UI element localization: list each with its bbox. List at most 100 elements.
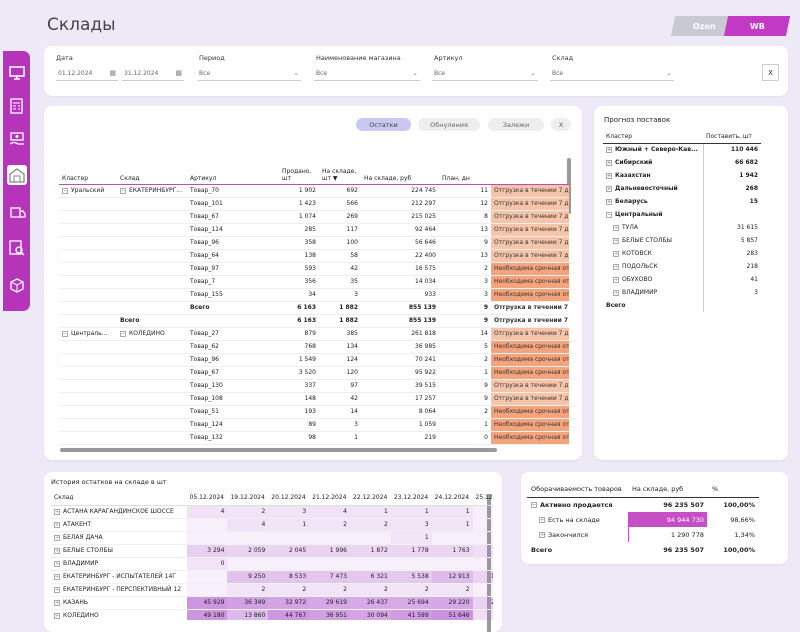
calculator-doc-icon[interactable] <box>7 96 27 116</box>
expand-icon[interactable]: + <box>613 237 619 244</box>
expand-icon[interactable]: + <box>613 289 619 296</box>
date-from-input[interactable]: 01.12.2024 ▦ <box>56 66 118 81</box>
col-article[interactable]: Артикул <box>187 157 279 185</box>
horizontal-scrollbar[interactable] <box>60 448 497 452</box>
money-hand-icon[interactable] <box>7 129 27 149</box>
shipping-box-icon[interactable] <box>7 203 27 223</box>
col-sold[interactable]: Продано, шт <box>279 157 319 185</box>
col-history-date[interactable]: 23.12.2024 <box>390 490 432 506</box>
table-row[interactable]: Товар_101 1 423 566 212 297 12 Отгрузка в теч… <box>59 197 569 211</box>
col-turnover-pct[interactable]: % <box>708 481 759 498</box>
table-row[interactable]: + АСТАНА КАРАГАНДИНСКОЕ ШОССЕ 4 2 3 4 1 1 1 <box>51 505 493 519</box>
table-row[interactable]: Товар_51 193 14 8 064 2 Необходима срочная от <box>59 405 569 419</box>
table-row[interactable]: + ЕКАТЕРИНБУРГ - ПЕРСПЕКТИВНЫЙ 12 2 2 2 2 2 2 <box>51 583 493 597</box>
col-history-date[interactable]: 25.12.202 <box>472 490 493 506</box>
table-row[interactable]: + Беларусь 15 <box>603 195 761 208</box>
col-history-date[interactable]: 20.12.2024 <box>268 490 310 506</box>
store-select[interactable]: Все ⌄ <box>314 66 420 81</box>
table-row[interactable]: + Сибирский 66 682 <box>603 156 761 169</box>
table-row[interactable]: Товар_96 1 549 124 70 241 2 Необходима срочна… <box>59 353 569 367</box>
table-row[interactable]: Всего 96 235 507 100,00% <box>527 542 759 557</box>
tab-stale[interactable]: Залежи <box>488 118 544 131</box>
expand-icon[interactable]: + <box>54 586 60 593</box>
expand-icon[interactable]: + <box>606 172 612 179</box>
collapse-icon[interactable]: − <box>606 211 612 218</box>
expand-icon[interactable]: + <box>54 599 60 606</box>
warehouse-select[interactable]: Все ⌄ <box>550 66 674 81</box>
table-row[interactable]: Товар_132 98 1 219 0 Необходима срочная от <box>59 431 569 445</box>
table-row[interactable]: + ОБУХОВО 41 <box>603 273 761 286</box>
table-row[interactable]: Всего 6 163 1 882 855 139 9 Отгрузка в течени… <box>59 314 569 328</box>
col-stock-qty[interactable]: На складе, шт ▼ <box>319 157 361 185</box>
expand-icon[interactable]: + <box>54 612 60 619</box>
table-row[interactable]: Товар_108 148 42 17 257 9 Отгрузка в течении … <box>59 392 569 406</box>
col-forecast-cluster[interactable]: Кластер <box>603 130 703 144</box>
table-row[interactable]: + Дальневосточный 268 <box>603 182 761 195</box>
col-history-date[interactable]: 22.12.2024 <box>349 490 391 506</box>
col-history-date[interactable]: 24.12.2024 <box>431 490 473 506</box>
col-history-date[interactable]: 19.12.2024 <box>227 490 269 506</box>
expand-icon[interactable]: + <box>539 531 545 538</box>
col-forecast-supply[interactable]: Поставить, шт <box>703 130 761 144</box>
expand-icon[interactable]: + <box>54 508 60 515</box>
table-row[interactable]: + Есть на складе 94 944 730 98,66% <box>527 512 759 527</box>
col-history-warehouse[interactable]: Склад <box>51 490 187 506</box>
clear-filters-button[interactable]: X <box>762 64 779 81</box>
table-row[interactable]: Товар_114 285 117 92 464 13 Отгрузка в течени… <box>59 223 569 237</box>
period-select[interactable]: Все ⌄ <box>197 66 301 81</box>
calendar-icon[interactable]: ▦ <box>175 69 182 77</box>
table-row[interactable]: Товар_124 89 3 1 059 1 Необходима срочная от <box>59 418 569 432</box>
article-select[interactable]: Все ⌄ <box>432 66 538 81</box>
expand-icon[interactable]: + <box>54 547 60 554</box>
table-row[interactable]: + Казахстан 1 942 <box>603 169 761 182</box>
col-history-date[interactable]: 05.12.2024 <box>186 490 228 506</box>
expand-icon[interactable]: + <box>606 185 612 192</box>
table-row[interactable]: + ВЛАДИМИР 0 <box>51 557 493 571</box>
col-history-date[interactable]: 21.12.2024 <box>309 490 350 506</box>
col-turnover-rub[interactable]: На складе, руб <box>628 481 708 498</box>
expand-icon[interactable]: + <box>54 560 60 567</box>
table-row[interactable]: + КОТОВСК 283 <box>603 247 761 260</box>
table-row[interactable]: + БЕЛЫЕ СТОЛБЫ 3 294 2 059 2 045 1 996 1 872 1 … <box>51 544 493 558</box>
collapse-icon[interactable]: − <box>120 187 126 194</box>
col-warehouse[interactable]: Склад <box>117 157 187 185</box>
table-row[interactable]: Всего <box>603 299 761 312</box>
table-row[interactable]: + ТУЛА 31 615 <box>603 221 761 234</box>
table-row[interactable]: + АТАКЕНТ 4 1 2 2 3 1 <box>51 518 493 532</box>
wb-button[interactable]: WB <box>723 16 791 36</box>
expand-icon[interactable]: + <box>54 521 60 528</box>
table-row[interactable]: − Активно продается 96 235 507 100,00% <box>527 497 759 512</box>
col-plan[interactable]: План, дн <box>439 157 491 185</box>
table-row[interactable]: Товар_155 34 3 933 3 Необходима срочная от <box>59 288 569 302</box>
table-row[interactable]: Товар_130 337 97 39 515 9 Отгрузка в течении … <box>59 379 569 393</box>
expand-icon[interactable]: + <box>54 573 60 580</box>
table-row[interactable]: Товар_67 1 074 269 215 025 8 Отгрузка в течен… <box>59 210 569 224</box>
table-row[interactable]: + Закончился 1 290 778 1,34% <box>527 527 759 542</box>
expand-icon[interactable]: + <box>606 198 612 205</box>
table-row[interactable]: + БЕЛЫЕ СТОЛБЫ 5 857 <box>603 234 761 247</box>
table-row[interactable]: − Централь... − КОЛЕДИНО Товар_27 879 385 261 8… <box>59 327 569 341</box>
expand-icon[interactable]: + <box>539 516 545 523</box>
table-row[interactable]: + КОЛЕДИНО 49 180 13 860 44 767 36 951 30 094 4… <box>51 609 493 620</box>
expand-icon[interactable]: + <box>613 224 619 231</box>
table-row[interactable]: Товар_7 356 35 14 034 3 Необходима срочная от <box>59 275 569 289</box>
boxes-icon[interactable] <box>7 276 27 296</box>
table-row[interactable]: + Южный + Северо-Кав... 110 446 <box>603 143 761 156</box>
expand-icon[interactable]: + <box>613 250 619 257</box>
tab-remains[interactable]: Остатки <box>356 118 411 131</box>
collapse-icon[interactable]: − <box>120 330 126 337</box>
table-row[interactable]: + ПОДОЛЬСК 218 <box>603 260 761 273</box>
table-row[interactable]: Товар_96 358 100 56 646 9 Отгрузка в течении … <box>59 236 569 250</box>
expand-icon[interactable]: + <box>54 534 60 541</box>
collapse-icon[interactable]: − <box>62 187 68 194</box>
table-row[interactable]: + КАЗАНЬ 45 929 36 349 32 972 29 619 26 437 25 … <box>51 596 493 610</box>
expand-icon[interactable]: + <box>606 159 612 166</box>
expand-icon[interactable]: + <box>613 276 619 283</box>
search-report-icon[interactable] <box>7 238 27 258</box>
table-row[interactable]: − Уральский − ЕКАТЕРИНБУРГ... Товар_70 1 902 6… <box>59 184 569 198</box>
table-row[interactable]: Всего 6 163 1 882 855 139 9 Отгрузка в течени… <box>59 301 569 315</box>
table-row[interactable]: Товар_64 138 58 22 400 13 Отгрузка в течении … <box>59 249 569 263</box>
table-row[interactable]: + ВЛАДИМИР 3 <box>603 286 761 299</box>
vertical-scrollbar[interactable] <box>567 158 571 214</box>
collapse-icon[interactable]: − <box>62 330 68 337</box>
